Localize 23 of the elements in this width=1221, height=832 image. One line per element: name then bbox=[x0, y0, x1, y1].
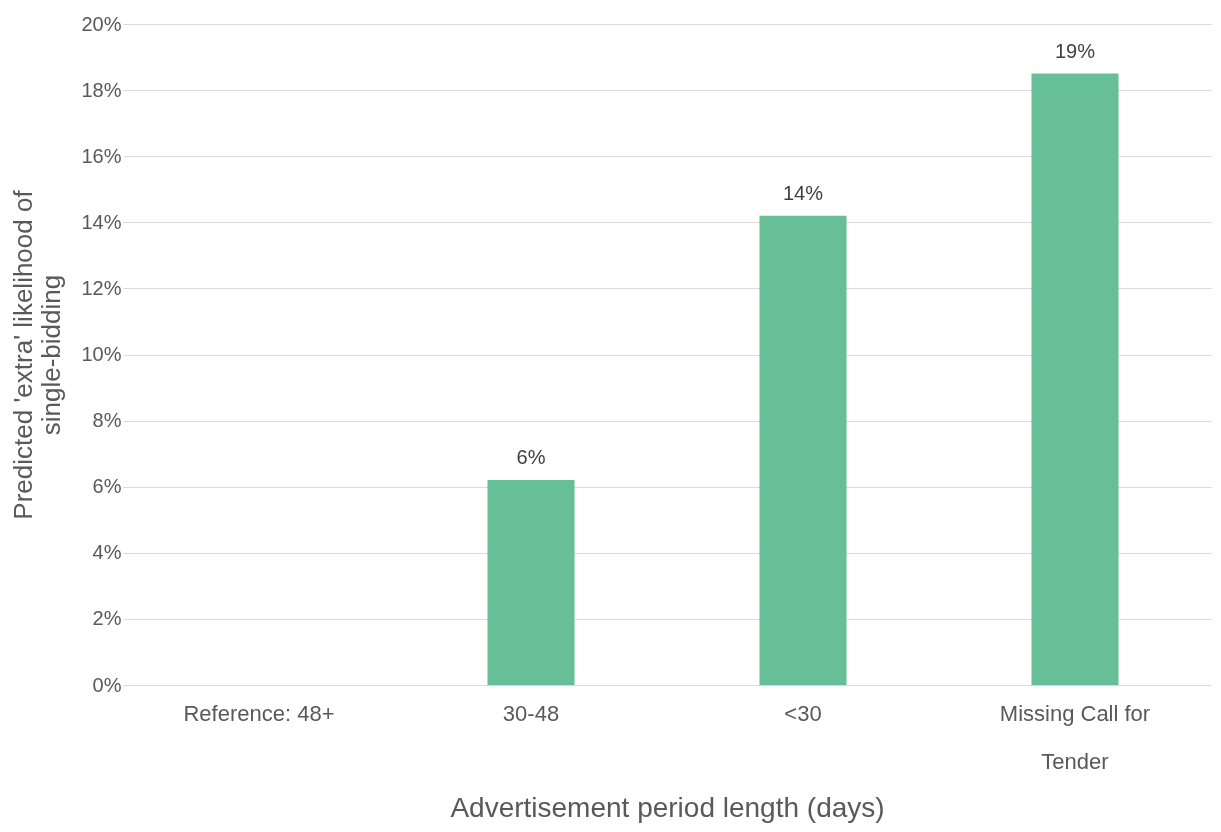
data-label: 19% bbox=[1054, 39, 1096, 62]
x-tick-label: Missing Call for Tender bbox=[999, 700, 1151, 774]
y-tick-label: 12% bbox=[81, 276, 122, 299]
x-tick-label: Reference: 48+ bbox=[183, 700, 335, 726]
y-tick-label: 8% bbox=[92, 409, 122, 432]
y-axis-title: Predicted 'extra' likelihood of single-bidding bbox=[8, 189, 67, 520]
x-tick-label: <30 bbox=[784, 700, 822, 726]
y-tick-label: 2% bbox=[92, 607, 122, 630]
y-tick-label: 0% bbox=[92, 673, 122, 696]
y-tick-label: 14% bbox=[81, 210, 122, 233]
y-tick-label: 20% bbox=[81, 12, 122, 35]
y-tick-label: 18% bbox=[81, 78, 122, 101]
x-tick-label: 30-48 bbox=[502, 700, 560, 726]
bar bbox=[759, 215, 847, 685]
y-tick-label: 4% bbox=[92, 541, 122, 564]
y-tick-label: 10% bbox=[81, 343, 122, 365]
data-label: 6% bbox=[516, 446, 546, 469]
data-label: 14% bbox=[782, 181, 824, 204]
bar bbox=[1031, 73, 1119, 685]
y-tick-label: 16% bbox=[81, 144, 122, 167]
bar bbox=[487, 480, 575, 685]
y-tick-label: 6% bbox=[92, 475, 122, 498]
x-axis-title: Advertisement period length (days) bbox=[450, 791, 885, 823]
